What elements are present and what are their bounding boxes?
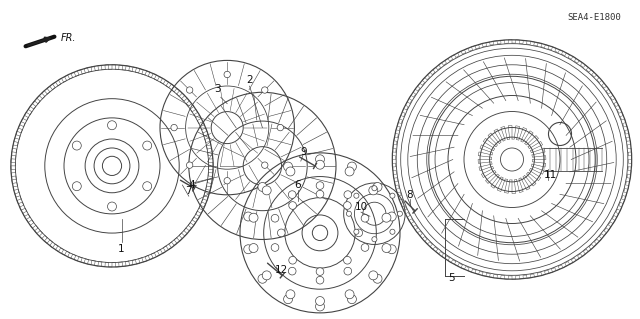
Text: 9: 9 — [301, 146, 307, 157]
Circle shape — [354, 229, 359, 234]
Circle shape — [316, 190, 324, 198]
Text: 2: 2 — [246, 75, 253, 85]
Circle shape — [316, 182, 324, 189]
Text: 8: 8 — [406, 189, 413, 200]
Circle shape — [249, 244, 258, 253]
Circle shape — [143, 182, 152, 191]
Text: 11: 11 — [544, 170, 557, 181]
Circle shape — [361, 244, 369, 251]
Text: SEA4-E1800: SEA4-E1800 — [567, 13, 621, 22]
Circle shape — [289, 256, 296, 264]
Circle shape — [244, 212, 253, 221]
Circle shape — [316, 297, 324, 306]
Circle shape — [344, 256, 351, 264]
Circle shape — [348, 295, 356, 304]
Circle shape — [369, 186, 378, 195]
Circle shape — [372, 237, 377, 242]
Circle shape — [316, 276, 324, 284]
Circle shape — [369, 271, 378, 280]
Circle shape — [72, 182, 81, 191]
Text: 10: 10 — [355, 202, 368, 212]
Circle shape — [344, 202, 351, 209]
Text: 4: 4 — [189, 180, 195, 190]
Circle shape — [390, 229, 395, 234]
Circle shape — [108, 202, 116, 211]
Circle shape — [262, 271, 271, 280]
Circle shape — [289, 191, 296, 198]
Circle shape — [72, 141, 81, 150]
Circle shape — [348, 162, 356, 171]
Circle shape — [372, 186, 377, 191]
Circle shape — [284, 295, 292, 304]
Circle shape — [289, 267, 296, 275]
Circle shape — [354, 193, 359, 198]
Circle shape — [186, 87, 193, 93]
Circle shape — [278, 229, 285, 237]
Circle shape — [289, 202, 296, 209]
Circle shape — [262, 186, 271, 195]
Circle shape — [143, 141, 152, 150]
Circle shape — [224, 71, 230, 78]
Circle shape — [344, 267, 351, 275]
Circle shape — [345, 290, 354, 299]
Text: 5: 5 — [448, 272, 454, 283]
Circle shape — [390, 193, 395, 198]
Circle shape — [346, 211, 351, 216]
Circle shape — [271, 244, 279, 251]
Circle shape — [286, 167, 295, 176]
Circle shape — [171, 124, 177, 131]
Circle shape — [277, 124, 284, 131]
Circle shape — [286, 290, 295, 299]
Circle shape — [373, 182, 382, 191]
Circle shape — [262, 87, 268, 93]
Circle shape — [355, 229, 362, 237]
Circle shape — [258, 182, 267, 191]
Circle shape — [262, 162, 268, 168]
Circle shape — [397, 211, 403, 216]
Text: FR.: FR. — [61, 33, 76, 43]
Text: 1: 1 — [118, 244, 125, 254]
Circle shape — [186, 162, 193, 168]
Circle shape — [361, 214, 369, 222]
Circle shape — [387, 245, 396, 254]
Circle shape — [249, 213, 258, 222]
Text: 6: 6 — [294, 180, 301, 190]
Circle shape — [344, 191, 351, 198]
Circle shape — [316, 160, 324, 169]
Text: 3: 3 — [214, 84, 221, 94]
Circle shape — [271, 214, 279, 222]
Circle shape — [316, 155, 324, 164]
Circle shape — [316, 302, 324, 311]
Circle shape — [284, 162, 292, 171]
Text: 7: 7 — [186, 186, 192, 197]
Circle shape — [244, 245, 253, 254]
Circle shape — [382, 244, 391, 253]
Circle shape — [373, 274, 382, 283]
Circle shape — [382, 213, 391, 222]
Circle shape — [316, 268, 324, 275]
Text: 12: 12 — [275, 264, 288, 275]
Circle shape — [108, 121, 116, 130]
Circle shape — [258, 274, 267, 283]
Circle shape — [224, 177, 230, 184]
Circle shape — [345, 167, 354, 176]
Circle shape — [387, 212, 396, 221]
